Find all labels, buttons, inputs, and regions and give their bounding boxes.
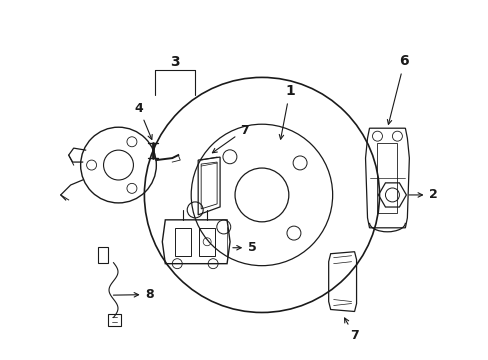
Text: 4: 4	[134, 102, 152, 139]
Text: 1: 1	[279, 84, 294, 139]
Text: 7: 7	[344, 318, 358, 342]
Text: 3: 3	[170, 55, 180, 69]
Text: 7: 7	[212, 124, 248, 153]
Text: 6: 6	[386, 54, 408, 124]
Text: 5: 5	[232, 241, 256, 254]
Text: 2: 2	[408, 188, 437, 202]
Text: 8: 8	[113, 288, 154, 301]
